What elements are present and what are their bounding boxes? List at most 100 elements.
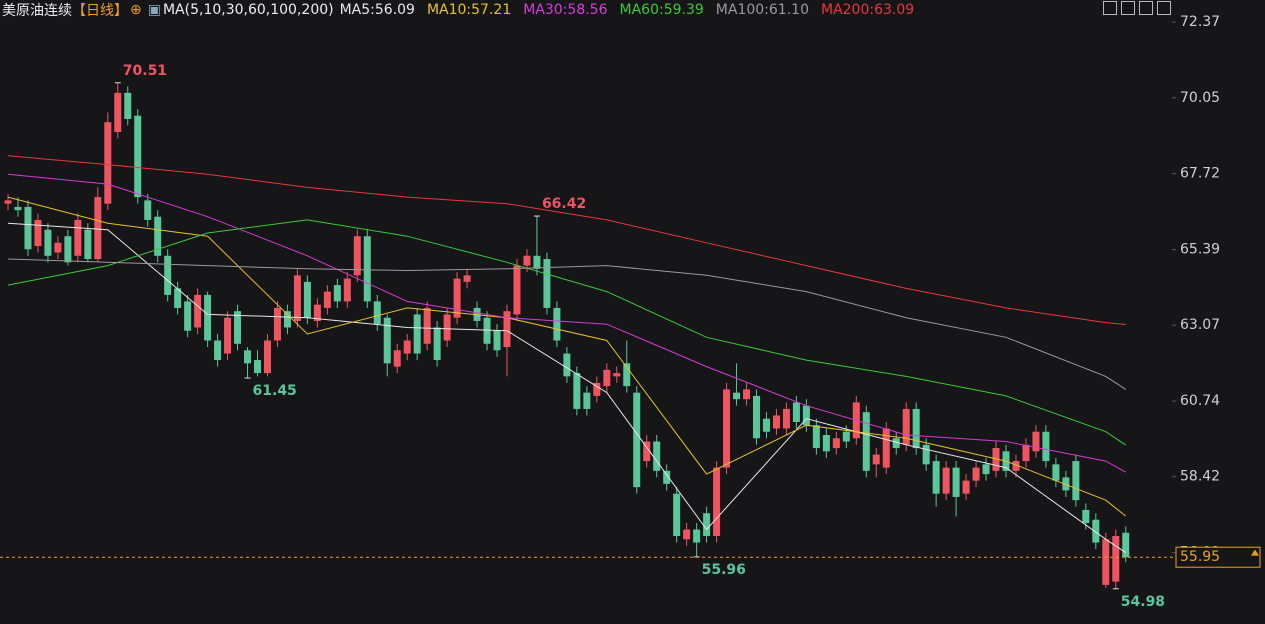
candle-body [373,301,381,325]
candle-body [234,311,242,344]
candle-body [493,330,501,351]
candle-body [254,360,261,374]
indicator[interactable]: MA(5,10,30,60,100,200) [162,2,334,18]
candle-body [972,467,980,481]
candle-body [204,294,212,341]
candle-body [693,529,701,543]
candle-body [703,513,711,537]
candle-body [543,259,551,308]
y-tick-label: 70.05 [1180,90,1220,106]
tool-button[interactable] [1157,1,1171,15]
ma-line [7,173,1127,473]
candle-body [273,307,281,341]
candle-body [792,402,800,422]
candle-body [643,441,651,462]
tool-button[interactable] [1103,1,1117,15]
candle-body [313,304,321,321]
candle-body [84,229,92,260]
candle-body [713,467,721,537]
legend-entry: MA200:63.09 [820,2,915,18]
candle-body [293,275,301,321]
candle-body [1082,509,1090,523]
last-price-box [1175,546,1261,568]
candle-body [214,340,222,361]
candle-body [1032,431,1040,452]
period[interactable]: 【日线】 [72,3,128,19]
candle-body [762,418,770,432]
candle-body [563,353,571,377]
candle-body [154,216,162,256]
candle-body [952,467,960,497]
candle-body [333,285,341,302]
legend-entry: MA10:57.21 [426,2,512,18]
candle-body [413,314,421,354]
candle-body [14,206,22,211]
candle-body [4,200,12,204]
legend-entry: MA100:61.10 [715,2,809,18]
candle-body [283,311,291,328]
candle-body [593,382,601,396]
candle-body [902,408,910,445]
candle-body [553,307,561,341]
ma-line [7,222,1127,554]
candle-body [303,281,311,318]
candle-body [363,236,371,302]
candle-body [343,278,351,302]
candle-body [912,408,920,449]
candle-body [782,408,790,429]
candle-body [124,92,132,119]
candle-body [573,373,581,409]
annotation-label: 55.96 [702,562,746,578]
candle-body [992,448,1000,471]
candle-body [653,441,661,471]
candle-body [353,236,361,276]
candle-body [34,219,42,247]
y-tick-label: 58.42 [1180,469,1220,485]
candle-body [1112,536,1120,582]
candle-body [663,470,671,484]
candle-body [623,363,631,387]
candle-body [503,311,511,348]
y-tick-label: 63.07 [1180,317,1220,333]
ma-line [7,219,1127,446]
candle-body [982,464,990,475]
candle-body [892,438,900,449]
candle-body [1052,464,1060,481]
candle-body [483,317,491,344]
candle-body [383,317,391,364]
tool-button[interactable] [1121,1,1135,15]
candle-body [583,392,591,409]
candle-body [733,392,741,400]
legend-entry: MA5:56.09 [339,2,415,18]
candle-body [144,200,152,220]
candle-body [1042,431,1050,462]
candle-body [164,255,172,295]
ma-line [7,196,1127,517]
price-arrow [1251,549,1259,556]
legend-entry: MA60:59.39 [619,2,704,18]
tool-button[interactable] [1139,1,1153,15]
candle-body [842,431,850,442]
candle-body [673,493,681,537]
y-tick-label: 67.72 [1180,166,1220,182]
settings-icon[interactable]: ⊕ [130,2,142,18]
instrument-title: 美原油连续 [2,3,72,19]
candle-body [74,219,82,256]
candle-body [723,389,731,468]
candle-body [603,369,611,387]
header: 美原油连续 【日线】 ⊕ ▣ MA(5,10,30,60,100,200) MA… [2,0,932,20]
candle-body [513,265,521,315]
candle-body [743,389,751,400]
candle-body [263,340,271,374]
candle-body [94,197,102,260]
annotation-label: 54.98 [1121,594,1165,610]
candle-body [1012,461,1020,471]
y-tick-label: 60.74 [1180,393,1220,409]
candle-body [1092,519,1100,543]
candle-body [44,229,52,256]
indicator-icon[interactable]: ▣ [147,2,161,18]
candle-body [114,92,122,132]
candle-body [54,242,62,253]
